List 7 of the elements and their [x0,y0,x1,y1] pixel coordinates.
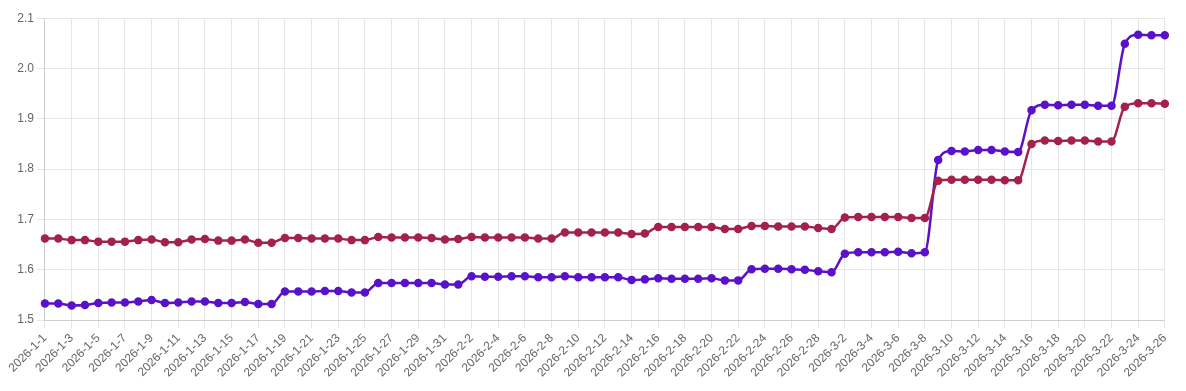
y-tick-label: 2.1 [17,10,35,25]
y-tick-label: 1.6 [17,262,35,277]
y-tick-label: 1.8 [17,161,35,176]
y-tick-label: 1.9 [17,111,35,126]
y-tick-label: 1.7 [17,211,35,226]
y-tick-label: 1.5 [17,312,35,327]
y-tick-label: 2.0 [17,60,35,75]
